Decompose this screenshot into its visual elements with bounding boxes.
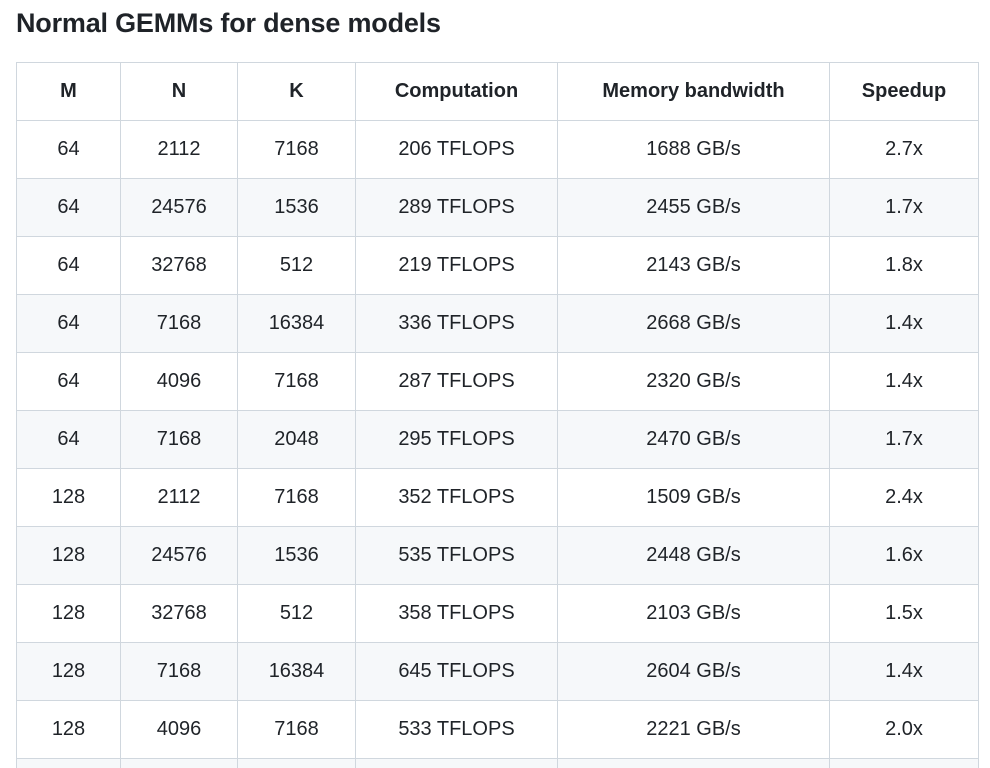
table-cell: 64 [16, 120, 121, 180]
table-cell: 1.7x [829, 178, 979, 238]
table-cell: 2221 GB/s [557, 700, 830, 760]
table-row: 128 2112 7168 352 TFLOPS 1509 GB/s 2.4x [16, 468, 979, 528]
table-cell: 7168 [237, 700, 356, 760]
table-row: 64 4096 7168 287 TFLOPS 2320 GB/s 1.4x [16, 352, 979, 412]
table-row: 128 7168 16384 645 TFLOPS 2604 GB/s 1.4x [16, 642, 979, 702]
table-cell: 7168 [120, 410, 238, 470]
table-cell: 2048 [237, 410, 356, 470]
table-cell: 533 TFLOPS [355, 700, 558, 760]
table-cell: 2448 GB/s [557, 526, 830, 586]
table-cell: 1.4x [829, 642, 979, 702]
page-title: Normal GEMMs for dense models [16, 8, 441, 38]
table-cell: 1688 GB/s [557, 120, 830, 180]
table-cell: 16384 [237, 642, 356, 702]
table-cell: 2.7x [829, 120, 979, 180]
table-row: 128 32768 512 358 TFLOPS 2103 GB/s 1.5x [16, 584, 979, 644]
table-cell: 1509 GB/s [557, 468, 830, 528]
table-cell: 64 [16, 352, 121, 412]
table-cell: 64 [16, 410, 121, 470]
column-header: Speedup [829, 62, 979, 122]
table-cell: 535 TFLOPS [355, 526, 558, 586]
table-cell: 2470 GB/s [557, 410, 830, 470]
table-row: 64 7168 16384 336 TFLOPS 2668 GB/s 1.4x [16, 294, 979, 354]
table-cell [16, 758, 121, 768]
table-cell: 64 [16, 236, 121, 296]
table-cell: 4096 [120, 700, 238, 760]
table-cell: 287 TFLOPS [355, 352, 558, 412]
table-row: 128 4096 7168 533 TFLOPS 2221 GB/s 2.0x [16, 700, 979, 760]
table-cell: 24576 [120, 178, 238, 238]
table-cell: 2455 GB/s [557, 178, 830, 238]
gemm-table: M N K Computation Memory bandwidth Speedup 64… [16, 62, 979, 768]
column-header: K [237, 62, 356, 122]
table-body: 64 2112 7168 206 TFLOPS 1688 GB/s 2.7x 64 24576… [16, 120, 979, 768]
table-cell: 1.6x [829, 526, 979, 586]
table-cell [829, 758, 979, 768]
table-cell: 2668 GB/s [557, 294, 830, 354]
table-cell [120, 758, 238, 768]
table-cell: 512 [237, 236, 356, 296]
table-cell: 7168 [237, 352, 356, 412]
column-header: M [16, 62, 121, 122]
table-cell: 2112 [120, 468, 238, 528]
table-cell: 7168 [120, 642, 238, 702]
table-cell: 1.5x [829, 584, 979, 644]
table-cell: 2604 GB/s [557, 642, 830, 702]
table-cell [237, 758, 356, 768]
table-cell: 128 [16, 526, 121, 586]
table-cell: 7168 [120, 294, 238, 354]
table-row: 64 7168 2048 295 TFLOPS 2470 GB/s 1.7x [16, 410, 979, 470]
table-cell: 16384 [237, 294, 356, 354]
table-cell: 128 [16, 468, 121, 528]
table-row: 64 2112 7168 206 TFLOPS 1688 GB/s 2.7x [16, 120, 979, 180]
table-cell [557, 758, 830, 768]
table-cell: 219 TFLOPS [355, 236, 558, 296]
table-cell: 2112 [120, 120, 238, 180]
table-cell: 1536 [237, 526, 356, 586]
table-row: 64 32768 512 219 TFLOPS 2143 GB/s 1.8x [16, 236, 979, 296]
table-cell: 128 [16, 584, 121, 644]
table-cell [355, 758, 558, 768]
table-cell: 289 TFLOPS [355, 178, 558, 238]
table-cell: 2103 GB/s [557, 584, 830, 644]
table-cell: 4096 [120, 352, 238, 412]
table-cell: 7168 [237, 120, 356, 180]
table-cell: 128 [16, 700, 121, 760]
table-cell: 7168 [237, 468, 356, 528]
table-cell: 336 TFLOPS [355, 294, 558, 354]
table-row-partial [16, 758, 979, 768]
table-cell: 2143 GB/s [557, 236, 830, 296]
table-cell: 2.4x [829, 468, 979, 528]
table-cell: 2320 GB/s [557, 352, 830, 412]
table-cell: 32768 [120, 236, 238, 296]
table-cell: 128 [16, 642, 121, 702]
table-row: 128 24576 1536 535 TFLOPS 2448 GB/s 1.6x [16, 526, 979, 586]
column-header: N [120, 62, 238, 122]
table-cell: 24576 [120, 526, 238, 586]
table-cell: 206 TFLOPS [355, 120, 558, 180]
table-cell: 64 [16, 294, 121, 354]
table-header-row: M N K Computation Memory bandwidth Speedup [16, 62, 979, 122]
table-cell: 1.4x [829, 352, 979, 412]
table-cell: 2.0x [829, 700, 979, 760]
table-row: 64 24576 1536 289 TFLOPS 2455 GB/s 1.7x [16, 178, 979, 238]
table-cell: 64 [16, 178, 121, 238]
column-header: Memory bandwidth [557, 62, 830, 122]
table-cell: 1.4x [829, 294, 979, 354]
table-cell: 1.8x [829, 236, 979, 296]
table-cell: 512 [237, 584, 356, 644]
table-cell: 645 TFLOPS [355, 642, 558, 702]
table-cell: 1536 [237, 178, 356, 238]
table-cell: 1.7x [829, 410, 979, 470]
column-header: Computation [355, 62, 558, 122]
table-cell: 358 TFLOPS [355, 584, 558, 644]
table-cell: 32768 [120, 584, 238, 644]
table-cell: 295 TFLOPS [355, 410, 558, 470]
table-cell: 352 TFLOPS [355, 468, 558, 528]
